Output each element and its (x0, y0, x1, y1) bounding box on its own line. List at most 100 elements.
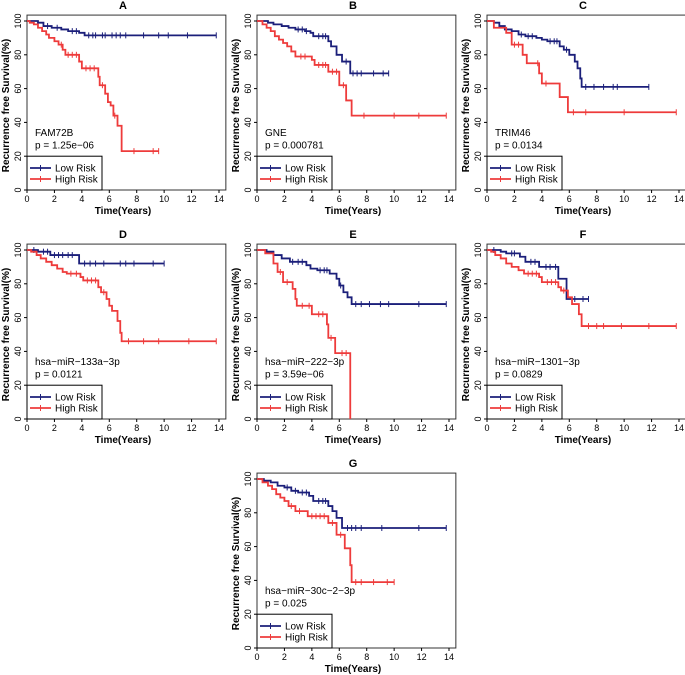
x-axis-label: Time(Years) (95, 435, 152, 446)
y-tick-label: 0 (13, 187, 23, 192)
legend-label-high: High Risk (55, 404, 99, 415)
panel-title: F (580, 229, 587, 241)
legend-label-high: High Risk (55, 175, 99, 186)
x-tick-label: 12 (417, 652, 427, 662)
plot-frame (256, 14, 457, 191)
gene-label: hsa−miR−1301−3p (495, 357, 580, 368)
x-tick-label: 10 (389, 652, 399, 662)
x-tick-label: 14 (444, 652, 454, 662)
y-tick-label: 40 (243, 346, 253, 356)
legend-box (486, 384, 563, 420)
x-tick-label: 4 (539, 194, 544, 204)
legend-box (256, 155, 333, 191)
panel-title: C (579, 0, 587, 12)
x-tick-label: 2 (52, 194, 57, 204)
x-tick-label: 2 (512, 194, 517, 204)
km-curve-high-risk (27, 249, 217, 343)
y-tick-label: 80 (243, 50, 253, 60)
y-tick-label: 0 (13, 416, 23, 421)
x-tick-label: 10 (619, 194, 629, 204)
plot-frame (256, 243, 457, 420)
legend-box (486, 155, 563, 191)
x-tick-label: 10 (619, 423, 629, 433)
x-tick-label: 10 (389, 423, 399, 433)
x-tick-label: 8 (594, 194, 599, 204)
x-tick-label: 10 (159, 194, 169, 204)
y-axis-label: Recurrence free Survival(%) (231, 39, 242, 172)
y-tick-label: 40 (243, 575, 253, 585)
x-tick-label: 0 (24, 194, 29, 204)
y-tick-label: 20 (473, 380, 483, 390)
legend-label-low: Low Risk (285, 164, 327, 175)
y-tick-label: 100 (243, 13, 253, 28)
y-tick-label: 20 (13, 380, 23, 390)
x-tick-label: 2 (52, 423, 57, 433)
x-tick-label: 0 (484, 423, 489, 433)
panel-title: E (349, 229, 356, 241)
km-curve-high-risk (487, 249, 677, 327)
x-axis-label: Time(Years) (555, 435, 612, 446)
y-tick-label: 100 (473, 242, 483, 257)
y-tick-label: 100 (473, 13, 483, 28)
legend-label-high: High Risk (285, 633, 329, 644)
x-tick-label: 0 (254, 194, 259, 204)
km-curve-high-risk (487, 20, 677, 114)
km-curve-low-risk (487, 249, 589, 300)
x-tick-label: 8 (594, 423, 599, 433)
x-tick-label: 0 (484, 194, 489, 204)
y-tick-label: 40 (243, 117, 253, 127)
y-tick-label: 80 (473, 279, 483, 289)
km-panel-e: E 0 2 4 6 8 10 12 14 0 20 40 60 80 100 Time(Years) Recur… (231, 229, 457, 446)
y-axis-label: Recurrence free Survival(%) (461, 39, 472, 172)
km-panel-d: D 0 2 4 6 8 10 12 14 0 20 40 60 80 100 Time(Years) Recur… (1, 229, 227, 446)
legend-label-high: High Risk (285, 175, 329, 186)
km-curve-low-risk (257, 249, 447, 305)
y-tick-label: 100 (243, 471, 253, 486)
gene-label: hsa−miR−222−3p (265, 357, 345, 368)
gene-label: FAM72B (35, 128, 74, 139)
plot-frame (486, 243, 685, 420)
y-tick-label: 0 (473, 187, 483, 192)
y-tick-label: 40 (13, 117, 23, 127)
y-tick-label: 80 (473, 50, 483, 60)
x-tick-label: 2 (512, 423, 517, 433)
x-tick-label: 14 (674, 194, 684, 204)
x-tick-label: 8 (364, 423, 369, 433)
x-tick-label: 6 (337, 194, 342, 204)
gene-label: hsa−miR−133a−3p (35, 357, 120, 368)
y-tick-label: 60 (473, 313, 483, 323)
x-tick-label: 8 (134, 194, 139, 204)
y-tick-label: 80 (13, 50, 23, 60)
legend-label-low: Low Risk (515, 164, 557, 175)
x-tick-label: 12 (417, 194, 427, 204)
legend-box (256, 384, 333, 420)
km-panel-f: F 0 2 4 6 8 10 12 14 0 20 40 60 80 100 Time(Years) Recur… (461, 229, 685, 446)
x-tick-label: 12 (187, 194, 197, 204)
p-value: p = 0.0829 (495, 370, 543, 381)
legend-label-low: Low Risk (285, 393, 327, 404)
x-axis-label: Time(Years) (325, 664, 382, 675)
y-tick-label: 60 (13, 313, 23, 323)
gene-label: GNE (265, 128, 287, 139)
y-tick-label: 0 (243, 416, 253, 421)
panel-title: G (349, 458, 358, 470)
km-panel-b: B 0 2 4 6 8 10 12 14 0 20 40 60 80 100 Time(Years) Recur… (231, 0, 457, 217)
x-axis-label: Time(Years) (95, 206, 152, 217)
x-tick-label: 4 (79, 423, 84, 433)
y-axis-label: Recurrence free Survival(%) (231, 268, 242, 401)
legend-label-low: Low Risk (55, 164, 97, 175)
legend-box (256, 613, 333, 649)
y-tick-label: 80 (13, 279, 23, 289)
y-tick-label: 40 (473, 117, 483, 127)
x-tick-label: 12 (187, 423, 197, 433)
x-tick-label: 2 (282, 652, 287, 662)
p-value: p = 0.025 (265, 599, 307, 610)
km-panel-a: A 0 2 4 6 8 10 12 14 0 20 40 60 80 100 Time(Years) Recur… (1, 0, 227, 217)
y-tick-label: 60 (243, 542, 253, 552)
y-tick-label: 100 (13, 13, 23, 28)
y-tick-label: 80 (243, 279, 253, 289)
